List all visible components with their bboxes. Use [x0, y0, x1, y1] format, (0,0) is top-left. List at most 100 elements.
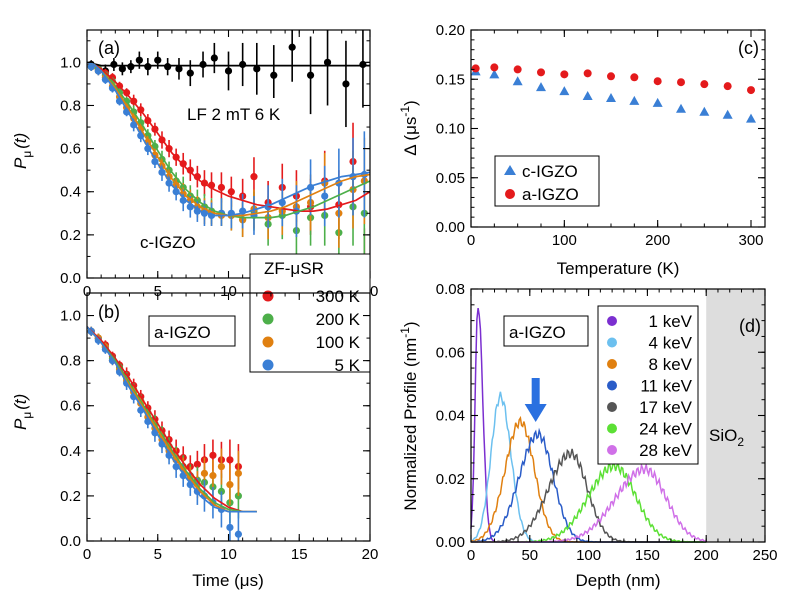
- panel-b-xtick-label: 15: [291, 546, 308, 563]
- panel-a-fit-line: [87, 61, 370, 217]
- panel-a-point: [199, 60, 207, 69]
- panel-d-legend-marker: [607, 402, 617, 412]
- panel-c-legend-marker: [504, 165, 516, 175]
- panel-d-legend-label: 11 keV: [640, 377, 692, 396]
- panel-c-circle-point: [471, 64, 480, 73]
- panel-c-frame: [470, 29, 766, 228]
- panel-d-legend-marker: [607, 337, 617, 348]
- panel-c-legend-label: c-IGZO: [522, 162, 578, 181]
- zf-legend-label: 5 K: [334, 356, 360, 375]
- panel-d-legend-marker: [607, 380, 617, 391]
- panel-b-point: [234, 530, 243, 538]
- panel-c-triangle-point: [676, 103, 686, 113]
- panel-d-ytick-label: 0.06: [436, 344, 465, 361]
- panel-b-fit-line: [87, 326, 257, 513]
- panel-c-triangle-point: [606, 92, 616, 102]
- panel-b-point: [226, 481, 234, 489]
- panel-d-legend-marker: [607, 316, 617, 326]
- sio2-region: [706, 289, 765, 542]
- panel-d-xtick-label: 200: [694, 547, 719, 564]
- panel-d-legend-label: 28 keV: [639, 441, 693, 460]
- panel-c-circle-point: [653, 77, 662, 86]
- panel-c-xtick-label: 300: [738, 232, 763, 249]
- depth-profile-line: [471, 462, 707, 543]
- a-igzo-annotation-b: a-IGZO: [154, 323, 211, 342]
- panel-a-point: [172, 188, 180, 196]
- zf-legend-marker: [262, 359, 274, 371]
- panel-a-xtick-label: 0: [83, 283, 91, 300]
- panel-b-point: [234, 469, 243, 477]
- panel-b-fit-line: [87, 326, 257, 513]
- panel-c-legend: c-IGZO a-IGZO: [504, 162, 579, 204]
- panel-b-point: [200, 469, 209, 477]
- panel-b: 0 5 10 15 20 0.0 0.2 0.4 0.6 0.8 1.0 (b) a-IGZO Pμ…: [11, 292, 379, 590]
- panel-d-legend-marker: [607, 445, 617, 455]
- panel-b-point: [226, 523, 234, 532]
- panel-a-point: [217, 183, 226, 192]
- panel-d-ytick-label: 0.08: [436, 281, 465, 298]
- panel-c-triangle-point: [746, 113, 756, 123]
- panel-a-point: [118, 65, 126, 73]
- panel-d-xtick-label: 250: [752, 547, 777, 564]
- sio2-label: SiO2: [709, 426, 744, 449]
- panel-c-legend-marker: [505, 189, 515, 199]
- panel-b-plot-area: [87, 326, 257, 541]
- panel-d-xlabel: Depth (nm): [575, 571, 660, 590]
- zf-legend: ZF-μSR 300 K 200 K 100 K 5 K: [249, 253, 371, 375]
- zf-legend-label: 300 K: [316, 287, 361, 306]
- panel-a-ytick-label: 0.2: [60, 227, 81, 244]
- panel-c-triangle-point: [536, 82, 546, 92]
- panel-c-ytick-label: 0.05: [436, 170, 465, 187]
- panel-d-xtick-label: 150: [635, 547, 660, 564]
- panel-a-ytick-label: 1.0: [60, 54, 81, 71]
- panel-a-point: [227, 188, 235, 196]
- panel-c-ytick-label: 0.15: [436, 71, 465, 88]
- panel-a-point: [239, 60, 247, 69]
- panel-d-xtick-label: 50: [521, 547, 538, 564]
- panel-c-triangle-point: [512, 76, 523, 86]
- panel-c-circle-point: [747, 86, 755, 95]
- panel-a-point: [306, 71, 315, 79]
- panel-a-point: [135, 56, 143, 64]
- panel-d-legend-label: 17 keV: [639, 398, 693, 417]
- panel-a-point: [321, 192, 329, 200]
- panel-b-ticks: 0 5 10 15 20 0.0 0.2 0.4 0.6 0.8 1.0: [60, 292, 379, 563]
- panel-c-circle-point: [513, 65, 522, 74]
- zf-legend-title: ZF-μSR: [264, 259, 324, 278]
- panel-a-point: [144, 63, 152, 71]
- panel-a-fit-line: [87, 61, 370, 217]
- panel-b-xtick-label: 10: [220, 546, 237, 563]
- lf-annotation: LF 2 mT 6 K: [187, 105, 281, 124]
- panel-a-point: [323, 58, 332, 66]
- panel-b-point: [217, 463, 226, 471]
- implantation-arrow: [524, 378, 547, 422]
- panel-c-plot-area: [470, 63, 756, 123]
- panel-a-point: [164, 63, 172, 71]
- panel-c-circle-point: [700, 80, 709, 89]
- panel-a-ytick-label: 0.6: [60, 141, 81, 158]
- panel-c: 0 100 200 300 0.00 0.05 0.10 0.15 0.20 (c) Δ (μs…: [398, 22, 766, 278]
- panel-d-ylabel: Normalized Profile (nm-1): [398, 321, 420, 510]
- c-igzo-label-box: [134, 226, 228, 256]
- panel-d-legend-marker: [607, 359, 617, 369]
- panel-b-xtick-label: 5: [154, 546, 162, 563]
- panel-a-frame: [86, 29, 371, 279]
- panel-d-frame: [470, 288, 766, 543]
- panel-b-ytick-label: 0.2: [60, 488, 81, 505]
- panel-c-triangle-point: [722, 109, 733, 119]
- panel-a-point: [186, 166, 194, 174]
- panel-d-legend-label: 1 keV: [649, 312, 693, 331]
- zf-legend-box: [249, 253, 371, 373]
- lf-label-box: [180, 98, 306, 128]
- panel-d-ytick-label: 0.00: [436, 534, 465, 551]
- panel-b-xtick-label: 20: [362, 546, 379, 563]
- panel-b-xlabel: Time (μs): [192, 571, 264, 590]
- zf-legend-label: 100 K: [316, 333, 361, 352]
- panel-a-point: [154, 56, 162, 64]
- panel-c-xtick-label: 200: [645, 232, 670, 249]
- panel-c-xlabel: Temperature (K): [557, 259, 680, 278]
- panel-a-point: [123, 88, 131, 97]
- panel-a-fit-line: [87, 61, 370, 219]
